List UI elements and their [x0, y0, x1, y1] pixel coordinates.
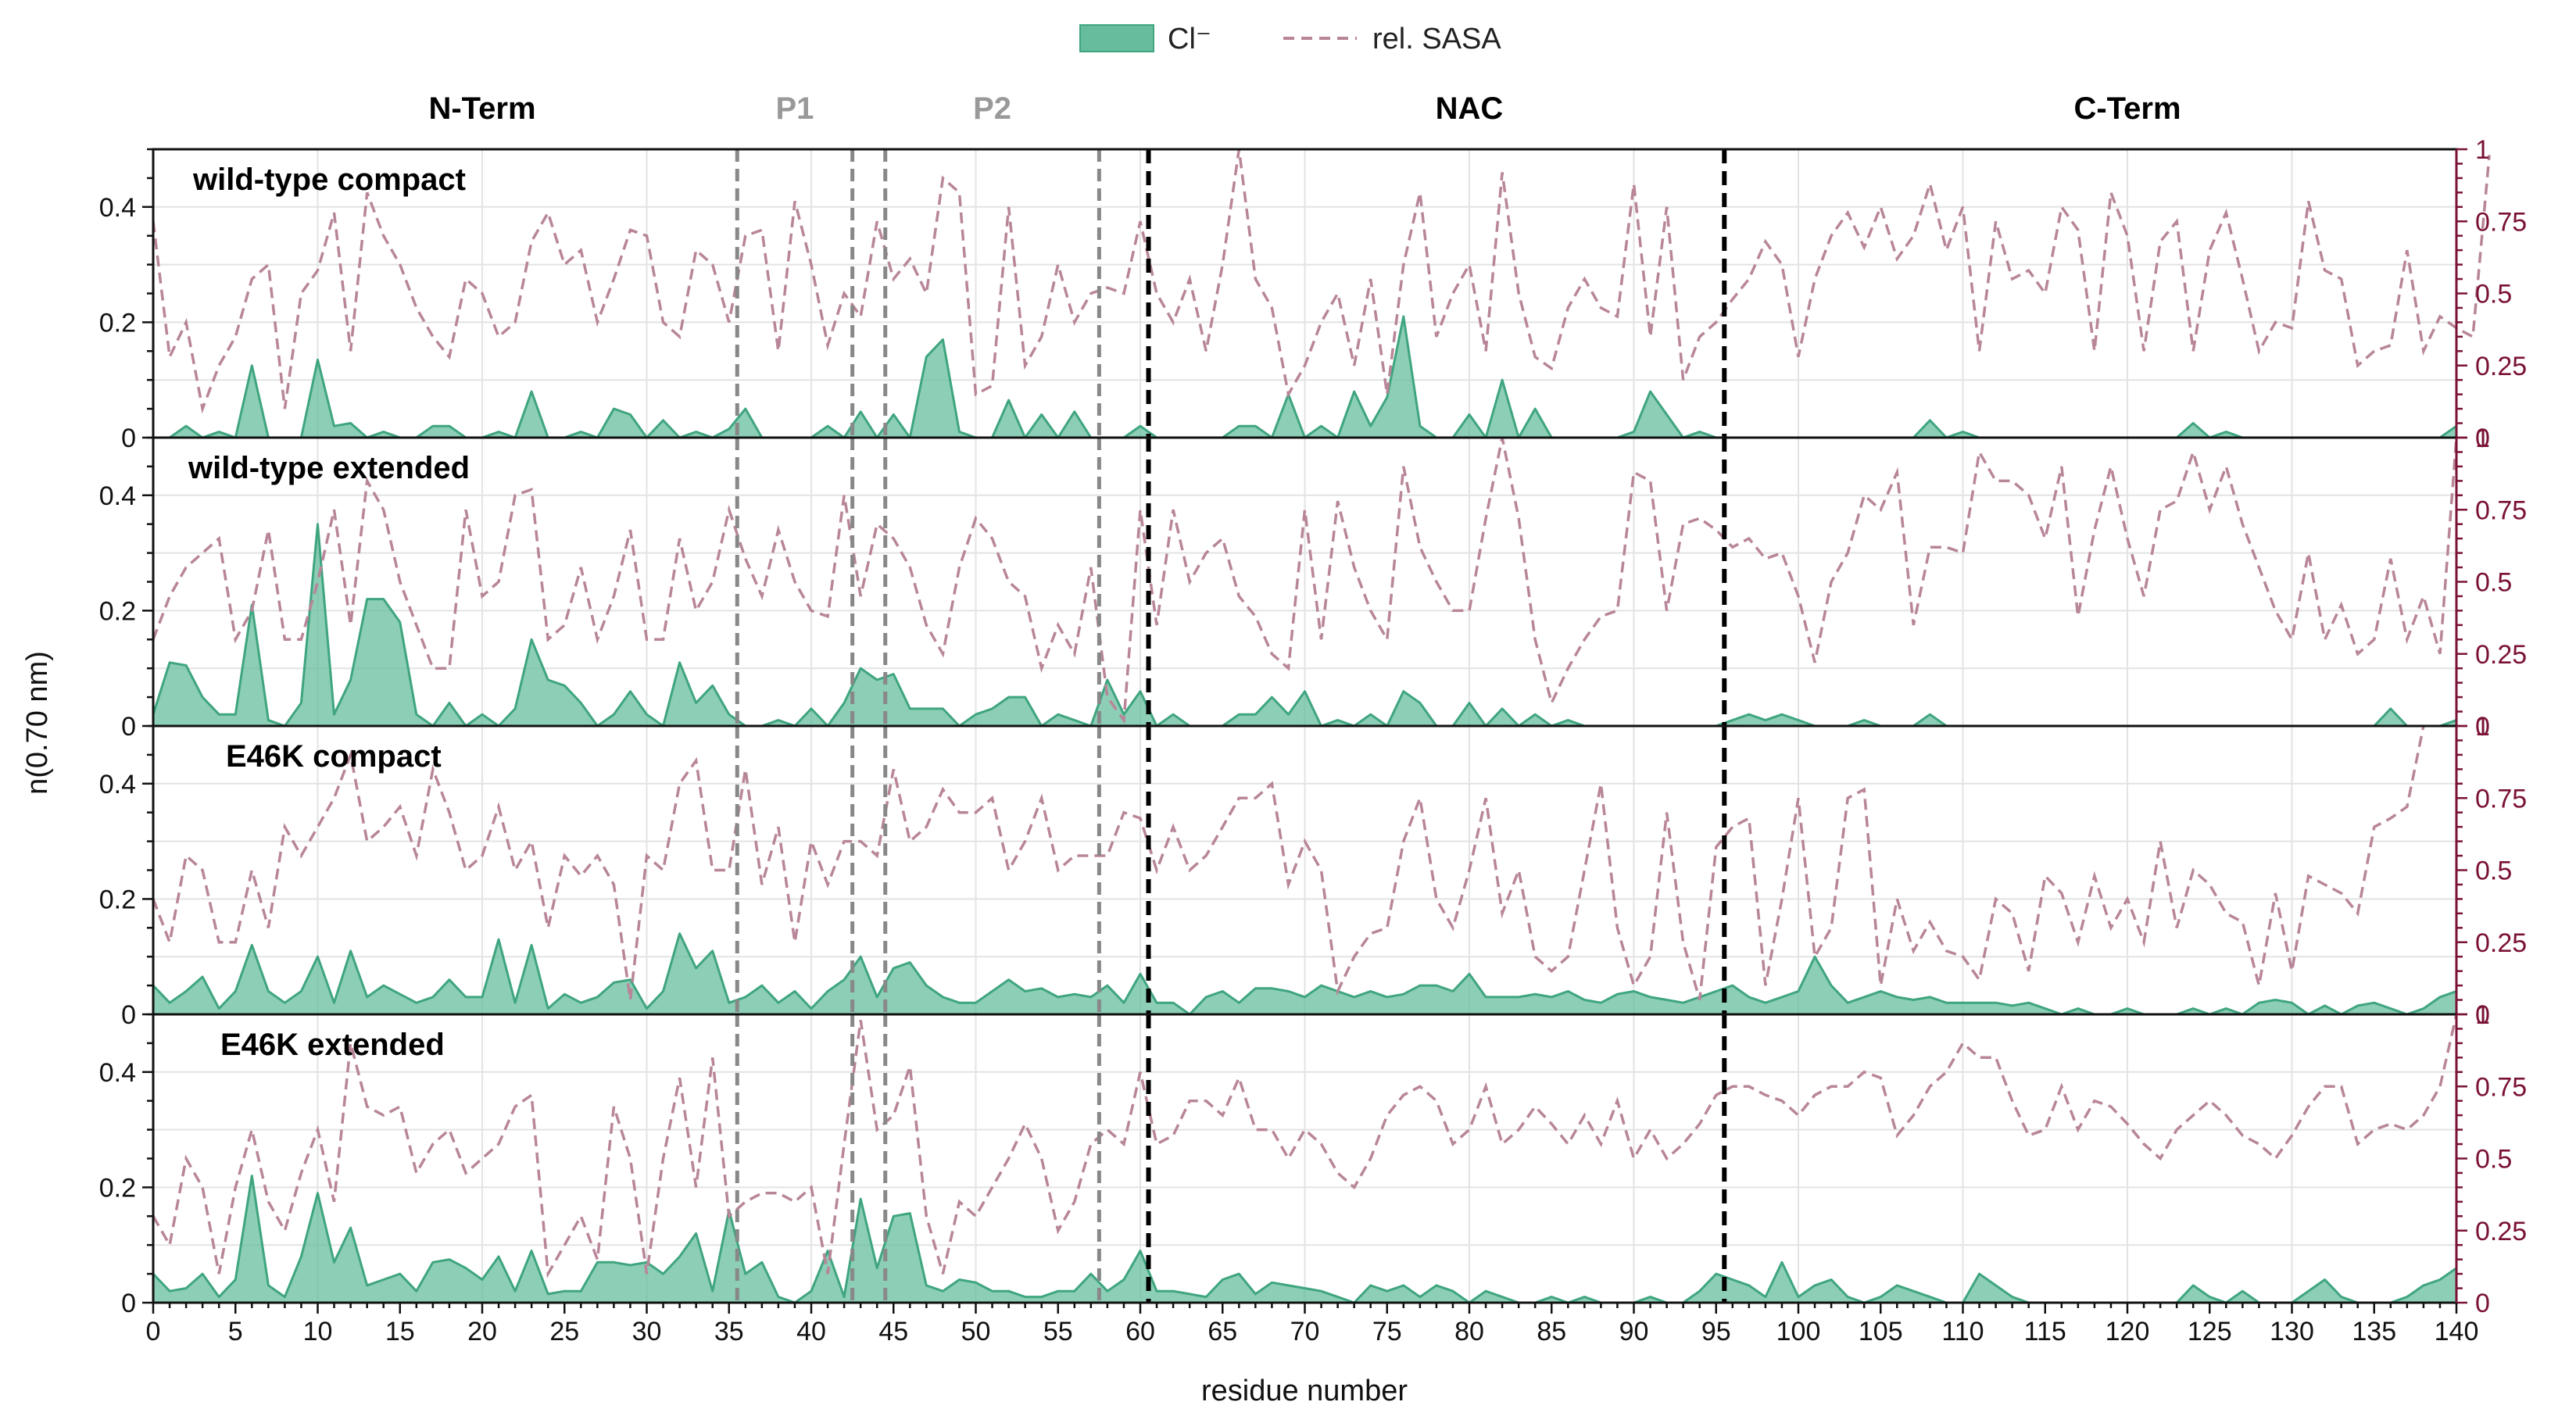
y-tick-label: 0: [121, 1000, 136, 1030]
y-tick-label: 0: [121, 424, 136, 453]
region-label-p2: P2: [973, 91, 1011, 126]
y-tick-label: 0.4: [99, 1058, 136, 1088]
x-tick-label: 135: [2352, 1317, 2396, 1346]
x-tick-label: 5: [228, 1317, 243, 1346]
x-tick-label: 40: [796, 1317, 826, 1346]
x-tick-label: 130: [2270, 1317, 2314, 1346]
y2-tick-label: 0.25: [2475, 1217, 2527, 1246]
panel-title-wt-extended: wild-type extended: [188, 451, 470, 485]
panel-title-e46k-extended: E46K extended: [220, 1028, 445, 1062]
y2-tick-label: 0: [2475, 1000, 2490, 1030]
region-label-p1: P1: [775, 91, 814, 126]
x-tick-label: 35: [714, 1317, 744, 1346]
region-labels: N-Term P1 P2 NAC C-Term: [428, 91, 2181, 126]
x-tick-label: 95: [1701, 1317, 1731, 1346]
y2-tick-label: 0.5: [2475, 568, 2512, 598]
x-tick-label: 20: [467, 1317, 497, 1346]
y-tick-label: 0.2: [99, 1173, 136, 1203]
x-tick-label: 0: [146, 1317, 161, 1346]
x-tick-label: 30: [632, 1317, 662, 1346]
x-tick-label: 105: [1859, 1317, 1903, 1346]
region-label-nac: NAC: [1436, 91, 1504, 126]
y-tick-label: 0.4: [99, 481, 136, 511]
x-tick-label: 75: [1372, 1317, 1402, 1346]
y2-tick-label: 1: [2475, 1000, 2490, 1030]
y-tick-label: 0: [121, 1289, 136, 1318]
legend: Cl⁻ rel. SASA: [1079, 23, 1501, 55]
x-tick-label: 85: [1537, 1317, 1566, 1346]
x-tick-label: 125: [2188, 1317, 2232, 1346]
y2-tick-label: 0.75: [2475, 207, 2527, 237]
y2-tick-label: 0: [2475, 424, 2490, 453]
x-tick-label: 45: [878, 1317, 908, 1346]
y2-tick-label: 1: [2475, 135, 2490, 165]
y2-tick-label: 0.75: [2475, 784, 2527, 813]
boundary-layer: [735, 149, 1727, 1303]
y2-tick-label: 0.75: [2475, 495, 2527, 525]
x-tick-label: 80: [1454, 1317, 1484, 1346]
y-tick-label: 0.2: [99, 885, 136, 914]
x-tick-label: 10: [303, 1317, 333, 1346]
x-tick-label: 60: [1125, 1317, 1155, 1346]
y-tick-label: 0.2: [99, 308, 136, 338]
x-tick-label: 90: [1619, 1317, 1649, 1346]
y2-tick-label: 0.25: [2475, 928, 2527, 958]
y2-tick-label: 0: [2475, 1289, 2490, 1318]
x-tick-label: 15: [385, 1317, 415, 1346]
panel-titles: wild-type compact wild-type extended E46…: [188, 163, 470, 1062]
sasa-line-2: [152, 725, 2425, 1000]
x-tick-label: 25: [549, 1317, 579, 1346]
region-label-c-term: C-Term: [2073, 91, 2181, 126]
panel-title-wt-compact: wild-type compact: [192, 163, 466, 197]
y2-tick-label: 0.25: [2475, 352, 2527, 381]
region-label-n-term: N-Term: [428, 91, 535, 126]
y-axis-title: n(0.70 nm): [21, 651, 54, 795]
y2-tick-label: 0.5: [2475, 280, 2512, 309]
sasa-line-1: [152, 437, 2458, 724]
legend-label-sasa: rel. SASA: [1372, 23, 1501, 55]
y2-tick-label: 0: [2475, 712, 2490, 742]
x-tick-label: 55: [1043, 1317, 1073, 1346]
y-tick-label: 0.4: [99, 193, 136, 223]
y2-tick-label: 0.5: [2475, 856, 2512, 886]
x-tick-label: 100: [1776, 1317, 1821, 1346]
x-tick-label: 70: [1290, 1317, 1320, 1346]
y2-tick-label: 0.5: [2475, 1145, 2512, 1175]
x-tick-label: 50: [961, 1317, 991, 1346]
x-tick-label: 65: [1208, 1317, 1237, 1346]
x-axis-title: residue number: [1201, 1375, 1408, 1407]
y2-tick-label: 0.75: [2475, 1072, 2527, 1102]
panel-title-e46k-compact: E46K compact: [226, 739, 442, 774]
legend-swatch-cl: [1079, 24, 1154, 52]
y-tick-label: 0.4: [99, 770, 136, 799]
sasa-line-3: [152, 1014, 2458, 1278]
axis-layer: 00.20.400.250.50.75100.20.400.250.50.751…: [99, 135, 2527, 1346]
y-tick-label: 0.2: [99, 596, 136, 626]
y2-tick-label: 1: [2475, 424, 2490, 453]
y2-tick-label: 1: [2475, 712, 2490, 742]
y2-tick-label: 0.25: [2475, 640, 2527, 670]
x-tick-label: 140: [2435, 1317, 2479, 1346]
x-tick-label: 120: [2106, 1317, 2150, 1346]
legend-label-cl: Cl⁻: [1168, 23, 1211, 55]
x-tick-label: 110: [1941, 1317, 1984, 1346]
x-tick-label: 115: [2024, 1317, 2066, 1346]
sasa-line-0: [152, 148, 2491, 414]
y-tick-label: 0: [121, 712, 136, 742]
